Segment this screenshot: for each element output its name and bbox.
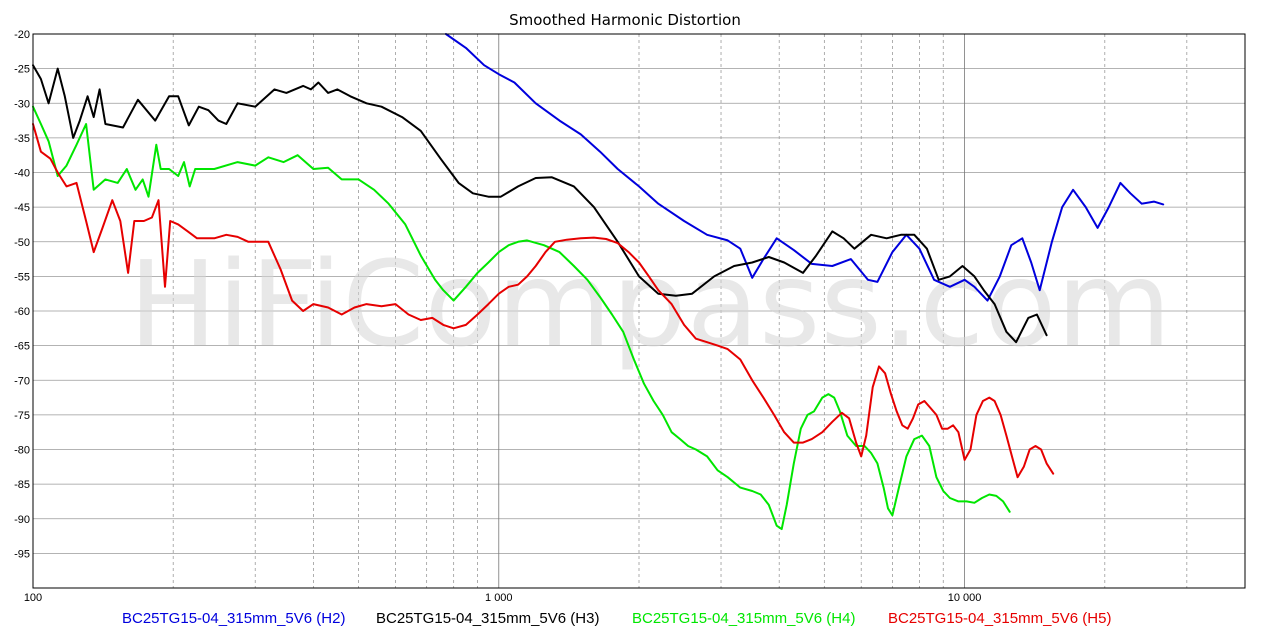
x-tick-label: 10 000 — [948, 592, 982, 604]
series-line — [32, 105, 1011, 531]
y-tick-label: -55 — [14, 271, 30, 283]
x-tick-label: 100 — [24, 592, 42, 604]
y-tick-label: -80 — [14, 445, 30, 457]
legend-entry: BC25TG15-04_315mm_5V6 (H5) — [888, 610, 1111, 627]
y-tick-label: -60 — [14, 306, 30, 318]
series-line — [32, 123, 1055, 479]
legend: BC25TG15-04_315mm_5V6 (H2) BC25TG15-04_31… — [122, 610, 1111, 627]
y-tick-label: -25 — [14, 64, 30, 76]
y-tick-label: -70 — [14, 375, 30, 387]
plot-frame — [32, 33, 1246, 589]
legend-entry: BC25TG15-04_315mm_5V6 (H4) — [632, 610, 855, 627]
y-tick-label: -35 — [14, 133, 30, 145]
watermark: HiFiCompass.com — [129, 235, 1172, 373]
y-tick-label: -75 — [14, 410, 30, 422]
y-tick-label: -50 — [14, 237, 30, 249]
chart-title: Smoothed Harmonic Distortion — [509, 11, 741, 29]
y-tick-label: -65 — [14, 341, 30, 353]
y-tick-label: -45 — [14, 202, 30, 214]
x-tick-labels: 100 1 000 10 000 — [24, 592, 982, 604]
series-line — [32, 64, 1048, 344]
series-lines — [32, 33, 1165, 531]
legend-entry: BC25TG15-04_315mm_5V6 (H3) — [376, 610, 599, 627]
y-tick-label: -95 — [14, 548, 30, 560]
y-tick-label: -20 — [14, 29, 30, 41]
grid — [33, 34, 1245, 588]
y-tick-label: -90 — [14, 514, 30, 526]
series-line — [444, 33, 1165, 302]
y-tick-label: -40 — [14, 168, 30, 180]
y-tick-label: -30 — [14, 98, 30, 110]
y-tick-label: -85 — [14, 479, 30, 491]
y-tick-labels: -20 -25 -30 -35 -40 -45 -50 -55 -60 -65 -70 -75 -80 -… — [14, 29, 30, 560]
legend-entry: BC25TG15-04_315mm_5V6 (H2) — [122, 610, 345, 627]
x-tick-label: 1 000 — [485, 592, 513, 604]
